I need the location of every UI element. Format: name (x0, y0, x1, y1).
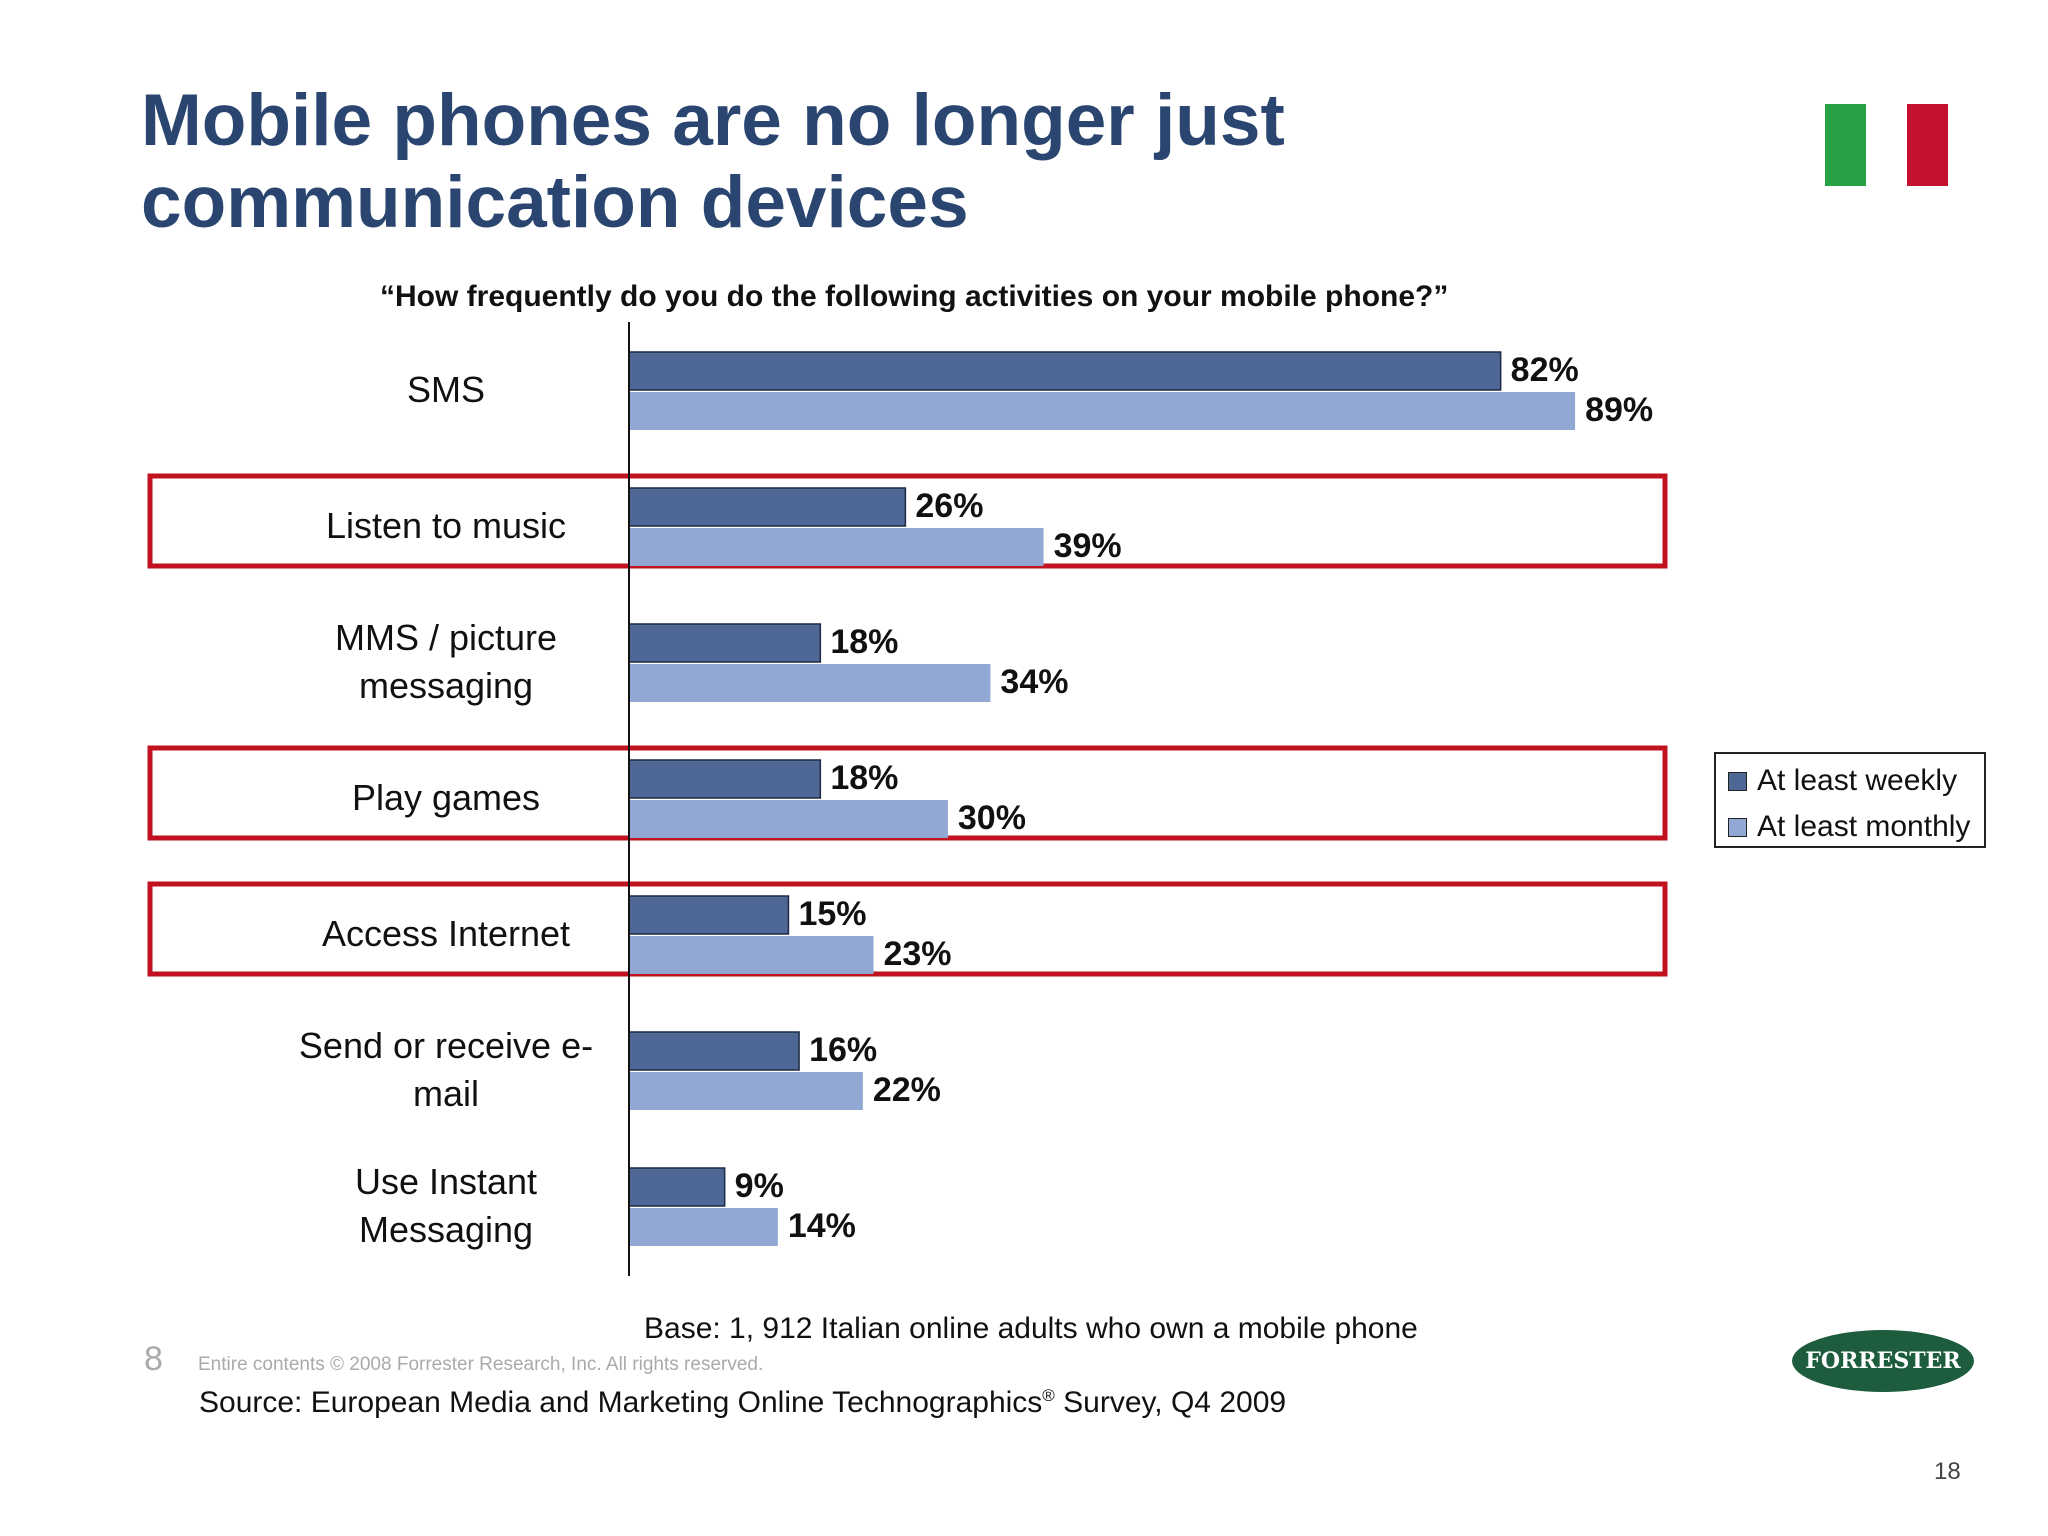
value-label-weekly: 18% (830, 759, 898, 797)
value-label-monthly: 89% (1585, 391, 1653, 429)
value-label-weekly: 15% (798, 895, 866, 933)
legend-label-monthly: At least monthly (1757, 810, 1971, 843)
bar-monthly (629, 664, 991, 702)
value-label-monthly: 23% (883, 935, 951, 973)
category-label: mail (413, 1073, 479, 1114)
bar-weekly (628, 487, 907, 527)
category-label: Use Instant (355, 1161, 537, 1202)
category-label: Send or receive e- (299, 1025, 593, 1066)
bar-weekly (628, 623, 822, 663)
value-label-weekly: 9% (735, 1167, 784, 1205)
category-label: SMS (407, 369, 485, 410)
highlight-box (147, 881, 1668, 977)
value-label-monthly: 14% (788, 1207, 856, 1245)
value-label-monthly: 22% (873, 1071, 941, 1109)
bar-weekly (628, 1167, 726, 1207)
bar-monthly (629, 800, 948, 838)
value-label-weekly: 16% (809, 1031, 877, 1069)
source-note: Source: European Media and Marketing Onl… (199, 1386, 1286, 1420)
category-label: Listen to music (326, 505, 566, 546)
category-label: Play games (352, 777, 540, 818)
category-label: Messaging (359, 1209, 533, 1250)
bar-monthly (629, 936, 874, 974)
legend-item-weekly: At least weekly (1728, 764, 1957, 798)
page-title: Mobile phones are no longer just communi… (141, 80, 1285, 243)
italian-flag-icon (1825, 104, 1948, 186)
legend-swatch-weekly (1728, 771, 1747, 791)
bar-weekly (628, 895, 790, 935)
legend-label-weekly: At least weekly (1757, 764, 1958, 797)
value-label-monthly: 34% (1000, 663, 1068, 701)
bar-monthly (629, 1072, 863, 1110)
page-number: 18 (1934, 1458, 1961, 1485)
value-label-weekly: 26% (915, 487, 983, 525)
legend-swatch-monthly (1728, 817, 1747, 837)
flag-stripe-red (1907, 104, 1948, 186)
source-text: Source: European Media and Marketing Onl… (199, 1386, 1043, 1419)
value-label-weekly: 18% (830, 623, 898, 661)
bar-monthly (629, 528, 1044, 566)
category-label: messaging (359, 665, 533, 706)
bar-weekly (628, 1031, 800, 1071)
bar-monthly (629, 1208, 778, 1246)
section-page-number: 8 (144, 1340, 163, 1378)
bar-weekly (628, 759, 822, 799)
flag-stripe-white (1866, 104, 1907, 186)
category-label: MMS / picture (335, 617, 557, 658)
chart-question: “How frequently do you do the following … (380, 280, 1449, 313)
forrester-logo: FORRESTER (1792, 1330, 1974, 1392)
copyright-notice: Entire contents © 2008 Forrester Researc… (198, 1354, 764, 1375)
base-note: Base: 1, 912 Italian online adults who o… (644, 1312, 1418, 1345)
bar-monthly (629, 392, 1576, 430)
value-label-monthly: 39% (1054, 527, 1122, 565)
value-label-monthly: 30% (958, 799, 1026, 837)
legend-item-monthly: At least monthly (1728, 810, 1970, 844)
category-label: Access Internet (322, 913, 570, 954)
bar-weekly (628, 351, 1502, 391)
source-tail: Survey, Q4 2009 (1054, 1386, 1287, 1419)
flag-stripe-green (1825, 104, 1866, 186)
chart-legend: At least weekly At least monthly (1714, 752, 1986, 848)
registered-mark: ® (1042, 1386, 1055, 1405)
value-label-weekly: 82% (1511, 351, 1579, 389)
